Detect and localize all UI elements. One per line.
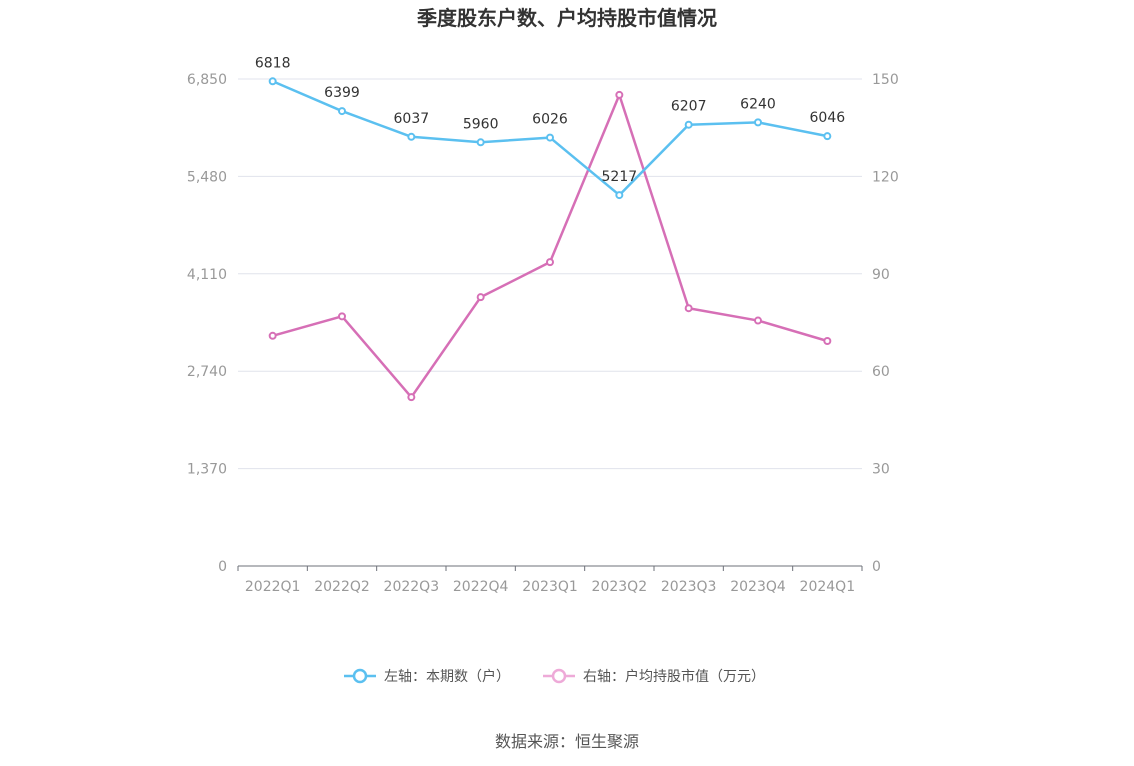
- data-point: [754, 316, 762, 325]
- left-tick-label: 0: [218, 559, 227, 575]
- legend-label: 右轴：户均持股市值（万元）: [583, 668, 765, 685]
- data-label: 6046: [810, 110, 846, 126]
- x-tick-label: 2022Q2: [314, 579, 370, 595]
- x-axis: 2022Q1 2022Q2 2022Q3 2022Q4 2023Q1 2023Q2 2023…: [237, 565, 863, 595]
- legend[interactable]: 左轴：本期数（户） 右轴：户均持股市值（万元）: [344, 668, 765, 685]
- data-point: [268, 77, 277, 86]
- left-axis-ticks: 0 1,370 2,740 4,110 5,480 6,850: [187, 72, 227, 575]
- x-tick-label: 2022Q1: [245, 579, 301, 595]
- data-point: [407, 132, 416, 141]
- chart-title: 季度股东户数、户均持股市值情况: [416, 6, 717, 30]
- left-tick-label: 2,740: [187, 364, 227, 380]
- left-tick-label: 5,480: [187, 169, 227, 185]
- x-tick-label: 2023Q4: [730, 579, 786, 595]
- data-label: 5960: [463, 116, 499, 132]
- data-point: [407, 393, 416, 402]
- data-point: [546, 133, 554, 142]
- data-label: 6240: [740, 96, 776, 112]
- data-point: [615, 90, 624, 99]
- data-label: 6037: [394, 111, 430, 127]
- source-note: 数据来源：恒生聚源: [495, 732, 639, 751]
- data-label: 6207: [671, 99, 707, 115]
- x-tick-label: 2022Q3: [384, 579, 440, 595]
- x-tick-label: 2023Q1: [522, 579, 578, 595]
- data-label: 6026: [532, 112, 568, 128]
- data-label: 5217: [602, 169, 638, 185]
- left-tick-label: 6,850: [187, 72, 227, 88]
- data-point: [546, 258, 554, 267]
- data-point: [823, 132, 832, 141]
- right-axis-ticks: 0 30 60 90 120 150: [872, 72, 899, 575]
- data-point: [754, 118, 762, 127]
- data-point: [338, 107, 346, 116]
- data-point: [823, 337, 832, 346]
- grid-lines: [238, 78, 862, 470]
- x-tick-label: 2023Q2: [592, 579, 648, 595]
- right-tick-label: 90: [872, 267, 890, 283]
- data-point: [338, 312, 346, 321]
- right-tick-label: 120: [872, 169, 899, 185]
- left-tick-label: 1,370: [187, 462, 227, 478]
- data-point: [268, 331, 277, 340]
- data-label: 6818: [255, 55, 291, 71]
- x-tick-label: 2024Q1: [800, 579, 856, 595]
- left-tick-label: 4,110: [187, 267, 227, 283]
- right-tick-label: 0: [872, 559, 881, 575]
- data-point: [684, 304, 693, 313]
- x-tick-label: 2023Q3: [661, 579, 717, 595]
- legend-marker: [551, 668, 567, 684]
- legend-marker: [352, 668, 368, 684]
- right-tick-label: 150: [872, 72, 899, 88]
- data-point: [476, 293, 485, 302]
- right-tick-label: 30: [872, 462, 890, 478]
- data-point: [684, 120, 693, 129]
- legend-label: 左轴：本期数（户）: [384, 668, 510, 685]
- data-point: [615, 191, 624, 200]
- data-label: 6399: [324, 85, 360, 101]
- series-layer: 6818 6399 6037 5960 6026 5217 6207 6240 6046: [255, 55, 846, 402]
- data-point: [476, 138, 485, 147]
- right-tick-label: 60: [872, 364, 890, 380]
- x-tick-label: 2022Q4: [453, 579, 509, 595]
